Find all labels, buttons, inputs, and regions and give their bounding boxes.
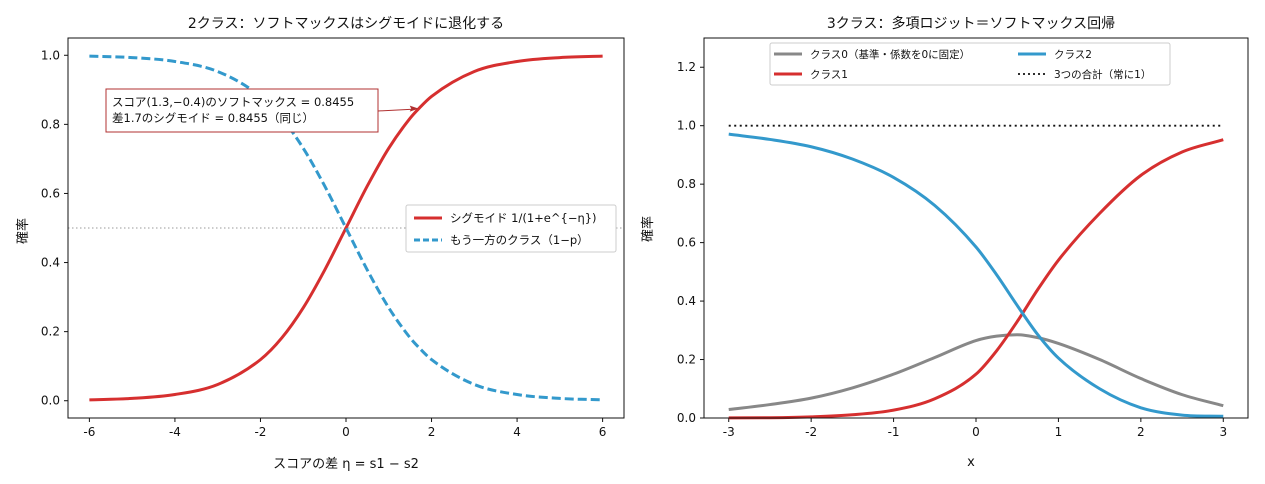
x-tick-label: 1 [1055,425,1063,439]
annotation-arrowhead [409,105,419,112]
axes-frame [67,37,625,419]
legend-box [405,204,617,253]
chart-left-ylabel: 確率 [15,218,31,244]
annotation-arrow [377,108,415,112]
series-line-1 [89,54,603,402]
chart-right-xlabel: x [967,455,975,470]
chart-right-plot-area: -3 -2 -1 0 1 2 3 0.0 0.2 0.4 0.6 0.8 1.0 1.2 クラス0（基準・係… [677,37,1249,439]
series-line-0 [728,333,1224,412]
chart-right: 3クラス：多項ロジット＝ソフトマックス回帰 -3 -2 -1 0 1 2 3 0.0 0.2 0.… [640,15,1249,470]
y-tick-label: 0.2 [41,325,60,339]
x-tick-label: 4 [513,425,521,439]
legend-label: クラス1 [810,69,848,81]
y-tick-label: 0.6 [41,186,60,200]
x-tick-label: 2 [1137,425,1145,439]
x-tick-label: -1 [888,425,900,439]
chart-left: 2クラス：ソフトマックスはシグモイドに退化する -6 -4 -2 0 2 4 6 0.0 0.2… [15,16,625,472]
y-tick-label: 1.0 [41,48,60,62]
x-tick-label: 2 [428,425,436,439]
x-tick-label: 6 [599,425,607,439]
legend-label: クラス0（基準・係数を0に固定） [810,48,970,61]
series-line-0 [89,54,603,402]
x-tick-label: -2 [805,425,817,439]
y-tick-label: 0.0 [41,394,60,408]
y-tick-label: 0.4 [41,256,60,270]
chart-left-plot-area: -6 -4 -2 0 2 4 6 0.0 0.2 0.4 0.6 0.8 1.0 スコア(1.3,−0.4… [41,37,625,439]
x-tick-label: -4 [169,425,181,439]
y-tick-label: 0.2 [677,353,696,367]
y-tick-label: 1.2 [677,60,696,74]
x-tick-label: -2 [254,425,266,439]
x-tick-label: -3 [723,425,735,439]
legend-box [769,42,1171,86]
annotation-text: 差1.7のシグモイド = 0.8455（同じ） [112,111,314,125]
legend-label: もう一方のクラス（1−p） [450,233,589,247]
series-line-2 [728,132,1224,418]
y-tick-label: 0.4 [677,294,696,308]
x-tick-label: 0 [972,425,980,439]
annotation-text: スコア(1.3,−0.4)のソフトマックス = 0.8455 [112,95,354,109]
y-tick-label: 0.8 [41,117,60,131]
annotation-box [105,88,379,133]
chart-left-xlabel: スコアの差 η = s1 − s2 [273,457,419,472]
x-tick-label: 3 [1219,425,1227,439]
y-tick-label: 0.0 [677,411,696,425]
y-tick-label: 1.0 [677,119,696,133]
chart-right-title: 3クラス：多項ロジット＝ソフトマックス回帰 [827,15,1115,32]
chart-left-title: 2クラス：ソフトマックスはシグモイドに退化する [188,16,504,32]
axes-frame [703,37,1249,419]
series-line-1 [728,138,1224,420]
legend-label: 3つの合計（常に1） [1054,68,1151,81]
y-tick-label: 0.6 [677,236,696,250]
x-tick-label: -6 [83,425,95,439]
x-tick-label: 0 [342,425,350,439]
legend-label: クラス2 [1054,49,1092,61]
chart-right-ylabel: 確率 [640,216,656,242]
legend-label: シグモイド 1/(1+e^{−η}) [450,211,597,225]
y-tick-label: 0.8 [677,177,696,191]
